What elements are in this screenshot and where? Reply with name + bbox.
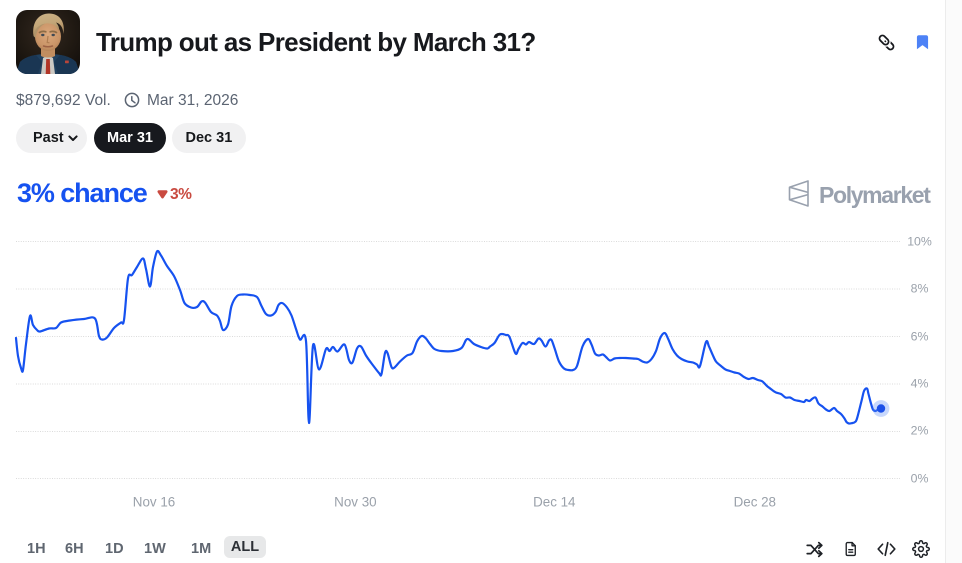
svg-text:2%: 2% bbox=[911, 424, 929, 438]
svg-text:10%: 10% bbox=[907, 235, 932, 249]
svg-text:8%: 8% bbox=[911, 282, 929, 296]
svg-text:6%: 6% bbox=[911, 330, 929, 344]
svg-text:Nov 30: Nov 30 bbox=[334, 495, 376, 510]
svg-text:Dec 28: Dec 28 bbox=[734, 495, 776, 510]
svg-text:4%: 4% bbox=[911, 377, 929, 391]
svg-text:Dec 14: Dec 14 bbox=[533, 495, 576, 510]
svg-text:0%: 0% bbox=[911, 472, 929, 486]
svg-text:Nov 16: Nov 16 bbox=[133, 495, 175, 510]
